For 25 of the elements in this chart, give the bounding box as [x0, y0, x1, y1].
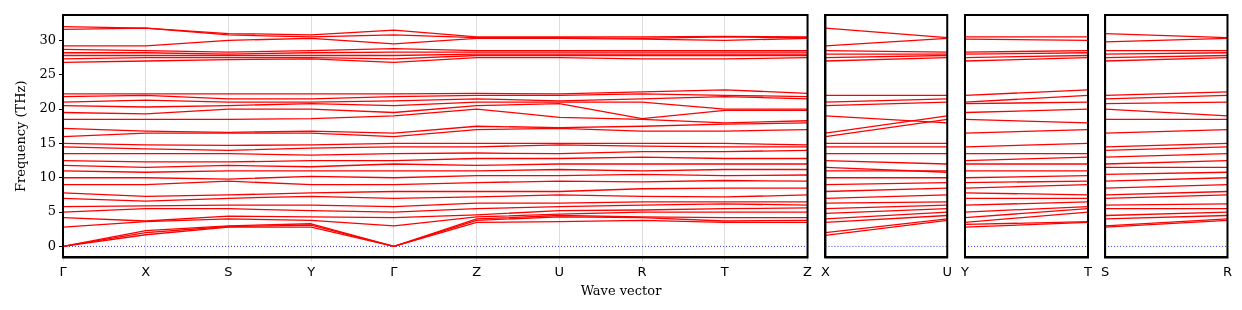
y-tick-label: 10: [39, 169, 56, 185]
x-tick-label: R: [1222, 263, 1233, 279]
x-tick-label: S: [1100, 263, 1110, 279]
y-tick-label: 15: [39, 134, 56, 150]
x-tick-label: Y: [306, 263, 316, 279]
y-tick-label: 25: [39, 66, 56, 82]
x-tick-label: Z: [803, 263, 813, 279]
x-tick-label: X: [821, 263, 830, 279]
x-tick-label: X: [141, 263, 151, 279]
y-tick-label: 30: [39, 31, 56, 47]
x-tick-label: Z: [472, 263, 482, 279]
x-tick-label: T: [719, 263, 729, 279]
x-tick-label: U: [554, 263, 565, 279]
x-tick-label: S: [224, 263, 233, 279]
x-tick-label: Γ: [390, 263, 399, 279]
x-tick-label: T: [1083, 263, 1093, 279]
x-tick-label: R: [637, 263, 647, 279]
y-axis-title: Frequency (THz): [13, 80, 29, 192]
x-tick-label: Y: [959, 263, 969, 279]
x-tick-label: U: [942, 263, 952, 279]
y-tick-label: 20: [39, 100, 56, 116]
x-tick-label: Γ: [59, 263, 68, 279]
y-tick-label: 5: [47, 203, 56, 219]
x-axis-title: Wave vector: [579, 283, 663, 298]
y-tick-label: 0: [47, 237, 56, 253]
